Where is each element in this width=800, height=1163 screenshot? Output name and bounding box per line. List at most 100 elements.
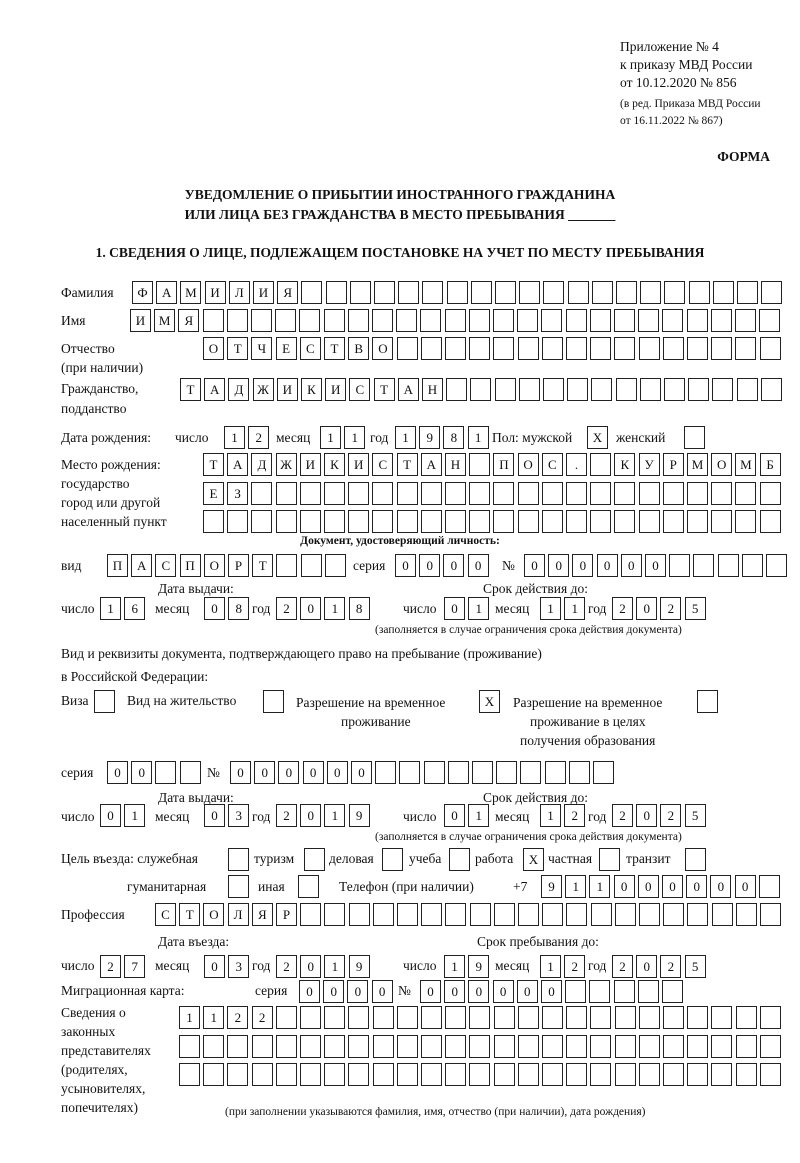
stay-year-cell[interactable]: 2 xyxy=(660,955,682,978)
birth-year-cell[interactable]: 1 xyxy=(395,426,416,449)
birth-place-2-cell[interactable] xyxy=(493,482,515,505)
phone-cell[interactable]: 0 xyxy=(662,875,683,898)
id-kind-cell[interactable]: П xyxy=(107,554,128,577)
rep-1-cell[interactable] xyxy=(735,1006,757,1029)
patronymic-cell[interactable] xyxy=(638,337,660,360)
temp-res-cell[interactable]: X xyxy=(479,690,500,713)
surname-cell[interactable] xyxy=(446,281,468,304)
rep-3-cell[interactable] xyxy=(517,1063,539,1086)
rep-3-cell[interactable] xyxy=(493,1063,515,1086)
profession-cell[interactable] xyxy=(542,903,564,926)
id-kind-cell[interactable]: А xyxy=(131,554,153,577)
name-cell[interactable] xyxy=(420,309,442,332)
birth-year-cell[interactable]: 1 xyxy=(467,426,489,449)
patronymic-cell[interactable] xyxy=(735,337,757,360)
doc-issue-day-cell[interactable]: 1 xyxy=(124,804,146,827)
patronymic-cell[interactable]: Т xyxy=(227,337,249,360)
rep-3-cell[interactable] xyxy=(421,1063,442,1086)
surname-cell[interactable] xyxy=(591,281,613,304)
birth-place-2-cell[interactable] xyxy=(324,482,345,505)
rep-3-cell[interactable] xyxy=(300,1063,321,1086)
profession-cell[interactable] xyxy=(566,903,588,926)
doc-valid-year-cell[interactable]: 2 xyxy=(612,804,633,827)
name-cell[interactable] xyxy=(372,309,393,332)
rep-1-cell[interactable]: 1 xyxy=(179,1006,200,1029)
entry-year-cell[interactable]: 0 xyxy=(300,955,322,978)
name-cell[interactable] xyxy=(662,309,684,332)
birth-place-1-cell[interactable]: . xyxy=(566,453,587,476)
id-issue-month-cell[interactable]: 8 xyxy=(228,597,250,620)
citizenship-cell[interactable] xyxy=(664,378,685,401)
birth-place-1-cell[interactable]: Т xyxy=(203,453,224,476)
patronymic-cell[interactable] xyxy=(493,337,515,360)
birth-place-1-cell[interactable]: М xyxy=(735,453,757,476)
surname-cell[interactable] xyxy=(301,281,323,304)
stay-day-cell[interactable]: 9 xyxy=(468,955,490,978)
purpose-tourism-cell[interactable] xyxy=(304,848,325,871)
rep-3-cell[interactable] xyxy=(203,1063,225,1086)
entry-month-cell[interactable]: 3 xyxy=(228,955,250,978)
citizenship-cell[interactable] xyxy=(446,378,468,401)
mc-number-cell[interactable] xyxy=(613,980,635,1003)
surname-cell[interactable] xyxy=(325,281,347,304)
phone-cell[interactable]: 0 xyxy=(734,875,756,898)
patronymic-cell[interactable] xyxy=(517,337,539,360)
surname-cell[interactable] xyxy=(398,281,420,304)
rep-3-cell[interactable] xyxy=(735,1063,757,1086)
rep-3-cell[interactable] xyxy=(179,1063,200,1086)
citizenship-cell[interactable]: Д xyxy=(228,378,250,401)
id-valid-month-cell[interactable]: 1 xyxy=(564,597,586,620)
birth-place-2-cell[interactable] xyxy=(372,482,394,505)
surname-cell[interactable] xyxy=(470,281,492,304)
profession-cell[interactable] xyxy=(760,903,781,926)
rep-1-cell[interactable] xyxy=(421,1006,442,1029)
birth-place-2-cell[interactable] xyxy=(348,482,370,505)
birth-place-1-cell[interactable]: С xyxy=(372,453,394,476)
citizenship-cell[interactable]: Ж xyxy=(252,378,274,401)
doc-series-cell[interactable]: 0 xyxy=(131,761,153,784)
birth-place-3-cell[interactable] xyxy=(541,510,563,533)
birth-place-1-cell[interactable]: Т xyxy=(396,453,418,476)
doc-number-cell[interactable] xyxy=(593,761,614,784)
rep-3-cell[interactable] xyxy=(638,1063,660,1086)
profession-cell[interactable]: Р xyxy=(276,903,297,926)
surname-cell[interactable]: И xyxy=(204,281,226,304)
birth-place-3-cell[interactable] xyxy=(348,510,370,533)
entry-day-cell[interactable]: 2 xyxy=(100,955,121,978)
phone-cell[interactable]: 0 xyxy=(686,875,708,898)
mc-number-cell[interactable] xyxy=(637,980,659,1003)
birth-place-3-cell[interactable] xyxy=(227,510,249,533)
name-cell[interactable] xyxy=(251,309,272,332)
id-kind-cell[interactable]: Р xyxy=(228,554,249,577)
birth-place-2-cell[interactable] xyxy=(735,482,757,505)
purpose-business-cell[interactable] xyxy=(382,848,403,871)
birth-place-2-cell[interactable] xyxy=(759,482,781,505)
birth-place-3-cell[interactable] xyxy=(299,510,321,533)
mc-number-cell[interactable]: 0 xyxy=(444,980,466,1003)
rep-1-cell[interactable] xyxy=(542,1006,563,1029)
rep-3-cell[interactable] xyxy=(372,1063,394,1086)
id-valid-month-cell[interactable]: 1 xyxy=(540,597,561,620)
name-cell[interactable] xyxy=(299,309,321,332)
citizenship-cell[interactable] xyxy=(518,378,540,401)
birth-place-3-cell[interactable] xyxy=(759,510,781,533)
rep-3-cell[interactable] xyxy=(542,1063,563,1086)
id-valid-year-cell[interactable]: 2 xyxy=(660,597,682,620)
id-valid-day-cell[interactable]: 1 xyxy=(468,597,490,620)
name-cell[interactable] xyxy=(517,309,539,332)
doc-valid-month-cell[interactable]: 1 xyxy=(540,804,561,827)
id-kind-cell[interactable]: Т xyxy=(252,554,274,577)
surname-cell[interactable] xyxy=(495,281,516,304)
mc-number-cell[interactable]: 0 xyxy=(492,980,514,1003)
rep-2-cell[interactable] xyxy=(445,1035,467,1058)
mc-series-cell[interactable]: 0 xyxy=(323,980,345,1003)
birth-place-1-cell[interactable]: П xyxy=(493,453,515,476)
profession-cell[interactable] xyxy=(324,903,346,926)
profession-cell[interactable] xyxy=(639,903,660,926)
birth-place-3-cell[interactable] xyxy=(324,510,345,533)
id-number-cell[interactable] xyxy=(693,554,715,577)
doc-issue-year-cell[interactable]: 9 xyxy=(348,804,370,827)
rep-3-cell[interactable] xyxy=(614,1063,636,1086)
rep-3-cell[interactable] xyxy=(348,1063,370,1086)
patronymic-cell[interactable]: Ч xyxy=(251,337,273,360)
